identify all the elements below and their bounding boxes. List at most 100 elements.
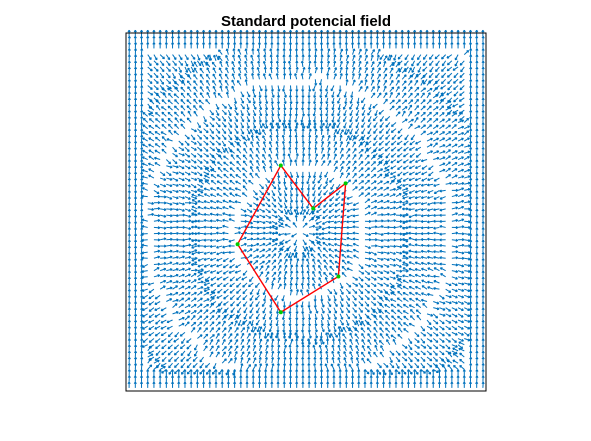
arrow-shaft — [414, 369, 419, 375]
arrow-head — [301, 356, 304, 360]
field-arrow — [140, 313, 144, 321]
arrow-head — [294, 332, 296, 335]
field-arrow — [385, 327, 391, 333]
arrow-head — [325, 357, 328, 360]
field-arrow — [184, 267, 191, 272]
field-arrow — [234, 333, 239, 339]
field-arrow — [406, 381, 410, 388]
field-arrow — [451, 294, 458, 299]
field-arrow — [420, 298, 428, 302]
field-arrow — [277, 264, 282, 271]
arrow-head — [380, 303, 383, 306]
field-arrow — [318, 270, 322, 278]
field-arrow — [464, 338, 471, 342]
field-arrow — [333, 295, 337, 302]
field-arrow — [270, 369, 274, 376]
field-arrow — [343, 351, 347, 358]
arrow-head — [140, 344, 143, 347]
field-arrow — [339, 282, 344, 289]
arrow-head — [437, 381, 440, 385]
arrow-shaft — [194, 350, 198, 357]
arrow-head — [422, 303, 424, 306]
arrow-shaft — [337, 363, 341, 370]
field-arrow — [408, 322, 415, 327]
field-arrow — [233, 375, 237, 382]
field-arrow — [319, 332, 323, 339]
field-arrow — [464, 319, 471, 323]
field-arrow — [314, 313, 318, 321]
arrow-head — [139, 375, 142, 378]
field-arrow — [433, 286, 440, 291]
field-arrow — [319, 369, 324, 376]
field-arrow — [282, 363, 287, 370]
field-arrow — [228, 321, 234, 327]
field-arrow — [249, 288, 254, 295]
field-arrow — [409, 297, 415, 302]
field-arrow — [469, 301, 473, 308]
field-arrow — [358, 282, 364, 288]
arrow-head — [468, 369, 471, 372]
field-arrow — [451, 270, 459, 274]
field-arrow — [400, 375, 404, 382]
arrow-head — [212, 372, 215, 375]
field-arrow — [227, 339, 233, 345]
arrow-shaft — [234, 345, 239, 352]
field-arrow — [271, 363, 275, 370]
arrow-head — [417, 334, 420, 337]
field-arrow — [475, 258, 479, 265]
field-arrow — [229, 288, 235, 294]
arrow-head — [276, 363, 279, 366]
arrow-head — [177, 375, 180, 378]
field-arrow — [295, 320, 299, 327]
field-arrow — [203, 303, 210, 309]
arrow-head — [226, 381, 229, 385]
field-arrow — [180, 350, 186, 357]
field-arrow — [172, 273, 179, 278]
arrow-head — [393, 284, 395, 288]
arrow-head — [148, 284, 151, 286]
field-arrow — [228, 345, 233, 352]
field-arrow — [409, 315, 415, 321]
field-arrow — [210, 270, 217, 274]
field-arrow — [282, 319, 286, 327]
arrow-head — [149, 364, 152, 367]
field-arrow — [246, 321, 252, 327]
arrow-head — [211, 321, 215, 323]
field-arrow — [452, 359, 459, 364]
arrow-head — [163, 262, 167, 264]
field-arrow — [377, 276, 384, 281]
field-arrow — [210, 276, 217, 281]
field-arrow — [325, 332, 329, 339]
field-arrow — [295, 313, 299, 321]
field-arrow — [127, 276, 131, 284]
arrow-shaft — [325, 351, 329, 358]
field-arrow — [209, 338, 214, 345]
arrow-head — [448, 346, 451, 350]
arrow-shaft — [320, 363, 323, 370]
arrow-head — [146, 369, 149, 372]
field-arrow — [223, 288, 229, 294]
field-arrow — [320, 319, 324, 327]
field-arrow — [258, 338, 263, 345]
arrow-shaft — [265, 363, 268, 370]
arrow-shaft — [451, 350, 458, 355]
arrow-head — [378, 340, 381, 343]
arrow-shaft — [213, 363, 217, 369]
field-arrow — [295, 350, 299, 358]
arrow-head — [374, 290, 377, 294]
arrow-head — [236, 292, 239, 294]
field-arrow — [331, 350, 335, 358]
arrow-shaft — [246, 351, 251, 358]
field-arrow — [215, 314, 221, 321]
field-arrow — [301, 381, 305, 388]
arrow-shaft — [168, 356, 173, 362]
arrow-head — [350, 369, 353, 372]
field-arrow — [402, 279, 409, 284]
arrow-head — [245, 369, 248, 372]
field-arrow — [296, 258, 300, 265]
arrow-head — [481, 369, 484, 372]
arrow-head — [157, 255, 160, 258]
field-arrow — [327, 319, 331, 327]
field-arrow — [205, 362, 211, 368]
